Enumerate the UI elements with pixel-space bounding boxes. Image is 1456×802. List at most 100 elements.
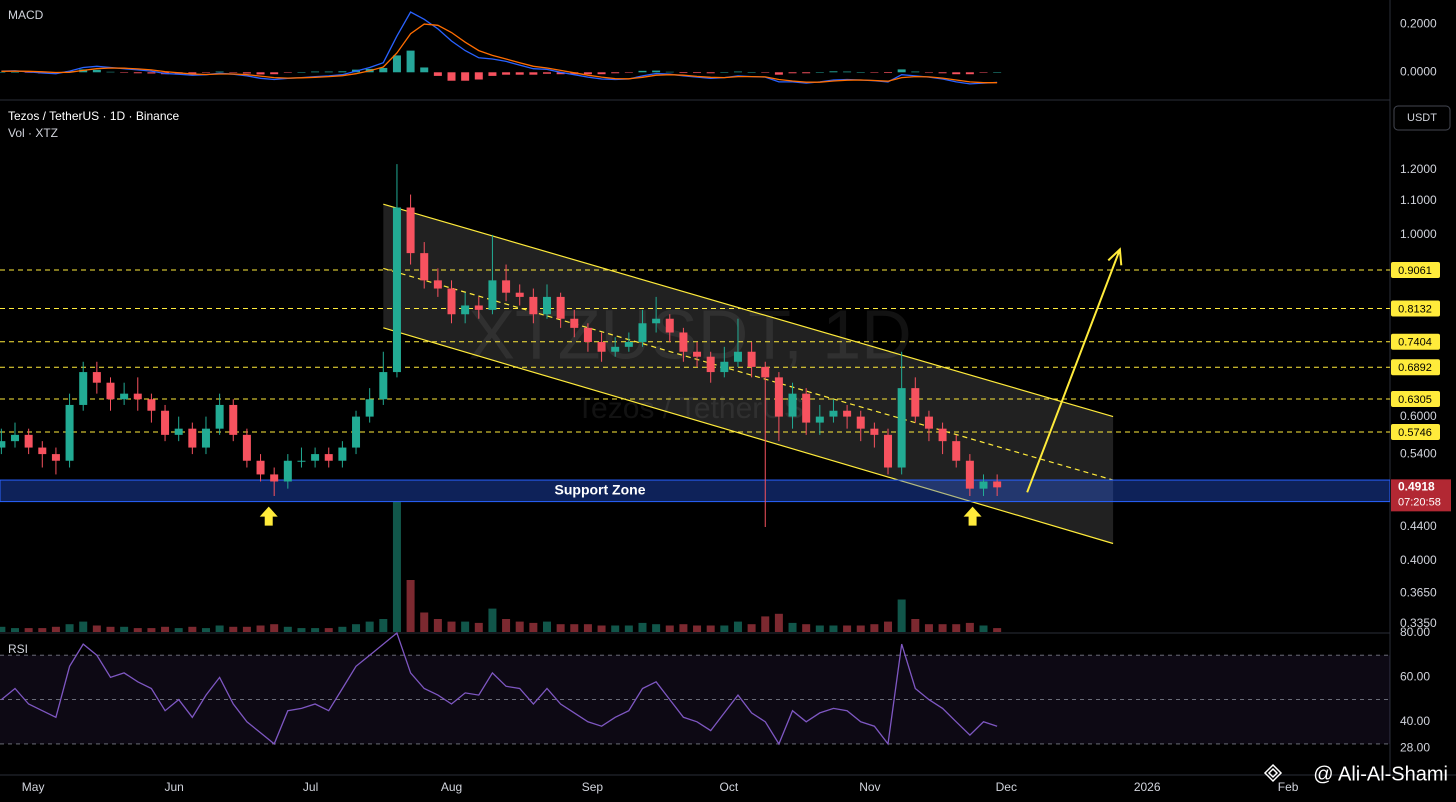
volume-bar [815, 625, 824, 632]
channel-upper [383, 203, 1114, 418]
macd-histogram-bar [433, 72, 442, 76]
volume-bar [570, 624, 579, 632]
macd-histogram-bar [474, 72, 483, 80]
volume-bar [747, 624, 756, 632]
candle-body [870, 428, 879, 435]
macd-histogram-bar [665, 71, 674, 73]
macd-line [1, 11, 998, 85]
macd-histogram-bar [774, 72, 783, 75]
candle-body [556, 296, 565, 319]
macd-histogram-bar [884, 72, 893, 74]
candle-body [297, 460, 306, 462]
candle-body [174, 428, 183, 435]
candle-body [161, 410, 170, 435]
macd-histogram-bar [0, 72, 6, 73]
volume-bar [693, 625, 702, 632]
candle-body [965, 460, 974, 489]
volume-bar [843, 625, 852, 632]
macd-histogram-bar [256, 72, 265, 75]
volume-bar [174, 628, 183, 632]
level-label: 0.6305 [1398, 394, 1432, 406]
rsi-tick-label: 28.00 [1400, 741, 1430, 755]
x-tick-label: Jun [165, 780, 184, 794]
candle-body [420, 253, 429, 281]
level-label-box [1391, 261, 1440, 278]
macd-histogram-bar [679, 72, 688, 74]
candle-body [570, 318, 579, 328]
candle-body [92, 372, 101, 383]
macd-histogram-bar [11, 72, 20, 73]
candle-body [365, 399, 374, 417]
candle-body [638, 323, 647, 342]
volume-bar [147, 628, 156, 632]
macd-histogram-bar [693, 72, 702, 74]
candle-body [706, 356, 715, 373]
candle-body [229, 404, 238, 435]
level-label: 0.5746 [1398, 427, 1432, 439]
candle-body [215, 404, 224, 429]
candle-body [624, 341, 633, 347]
x-tick-label: May [22, 780, 45, 794]
volume-bar [133, 628, 142, 632]
candle-body [611, 346, 620, 352]
volume-bar [829, 625, 838, 632]
volume-bar [556, 624, 565, 632]
candle-body [774, 377, 783, 417]
x-tick-label: Aug [441, 780, 462, 794]
volume-bar [352, 624, 361, 632]
candle-body [433, 280, 442, 289]
volume-bar [870, 624, 879, 632]
candle-body [788, 393, 797, 417]
volume-bar [379, 619, 388, 632]
candle-body [120, 393, 129, 400]
volume-bar [788, 622, 797, 632]
volume-bar [120, 626, 129, 632]
volume-bar [515, 621, 524, 632]
y-tick-label: 1.1000 [1400, 193, 1437, 207]
volume-bar [965, 622, 974, 632]
macd-histogram-bar [802, 72, 811, 74]
volume-bar [406, 580, 415, 632]
axes: 0.2000 0.0000 1.2000 1.1000 1.0000 0.6000 0.54… [22, 16, 1451, 794]
candle-body [993, 481, 1002, 488]
candle-body [283, 460, 292, 482]
level-label-box [1391, 423, 1440, 440]
macd-title: MACD [8, 8, 44, 22]
candle-body [51, 454, 60, 461]
channel-middle [383, 267, 1114, 481]
volume-bar [911, 619, 920, 632]
credit: @ Ali-Al-Shami [1263, 763, 1448, 785]
macd-histogram-bar [147, 72, 156, 74]
y-tick-label: 0.3650 [1400, 586, 1437, 600]
candle-body [270, 474, 279, 482]
macd-histogram-bar [897, 69, 906, 73]
y-tick-label: 0.3350 [1400, 616, 1437, 630]
logo [1263, 763, 1283, 783]
candle-body [147, 399, 156, 411]
support-zone-label: Support Zone [555, 482, 646, 498]
macd-histogram-bar [979, 72, 988, 73]
volume-bar [188, 626, 197, 632]
volume-bar [283, 626, 292, 632]
macd-histogram-bar [624, 72, 633, 73]
candle-body [79, 372, 88, 405]
candle-body [133, 393, 142, 400]
volume-bar [79, 621, 88, 632]
macd-histogram-bar [747, 72, 756, 73]
candle-body [242, 434, 251, 461]
chart-subtitle: Vol · XTZ [8, 126, 58, 140]
x-tick-label: Nov [859, 780, 880, 794]
volume-bar [229, 626, 238, 632]
y-tick-label: 0.6000 [1400, 409, 1437, 423]
volume-bar [106, 626, 115, 632]
unit-box[interactable] [1393, 105, 1451, 131]
macd-histogram-bar [283, 72, 292, 73]
price-pane: Support Zone [0, 164, 1390, 632]
last-price-label: 0.4918 [1398, 480, 1435, 494]
volume-bar [583, 624, 592, 632]
candle-body [597, 341, 606, 352]
macd-histogram-bar [829, 71, 838, 73]
macd-histogram-bar [938, 72, 947, 74]
